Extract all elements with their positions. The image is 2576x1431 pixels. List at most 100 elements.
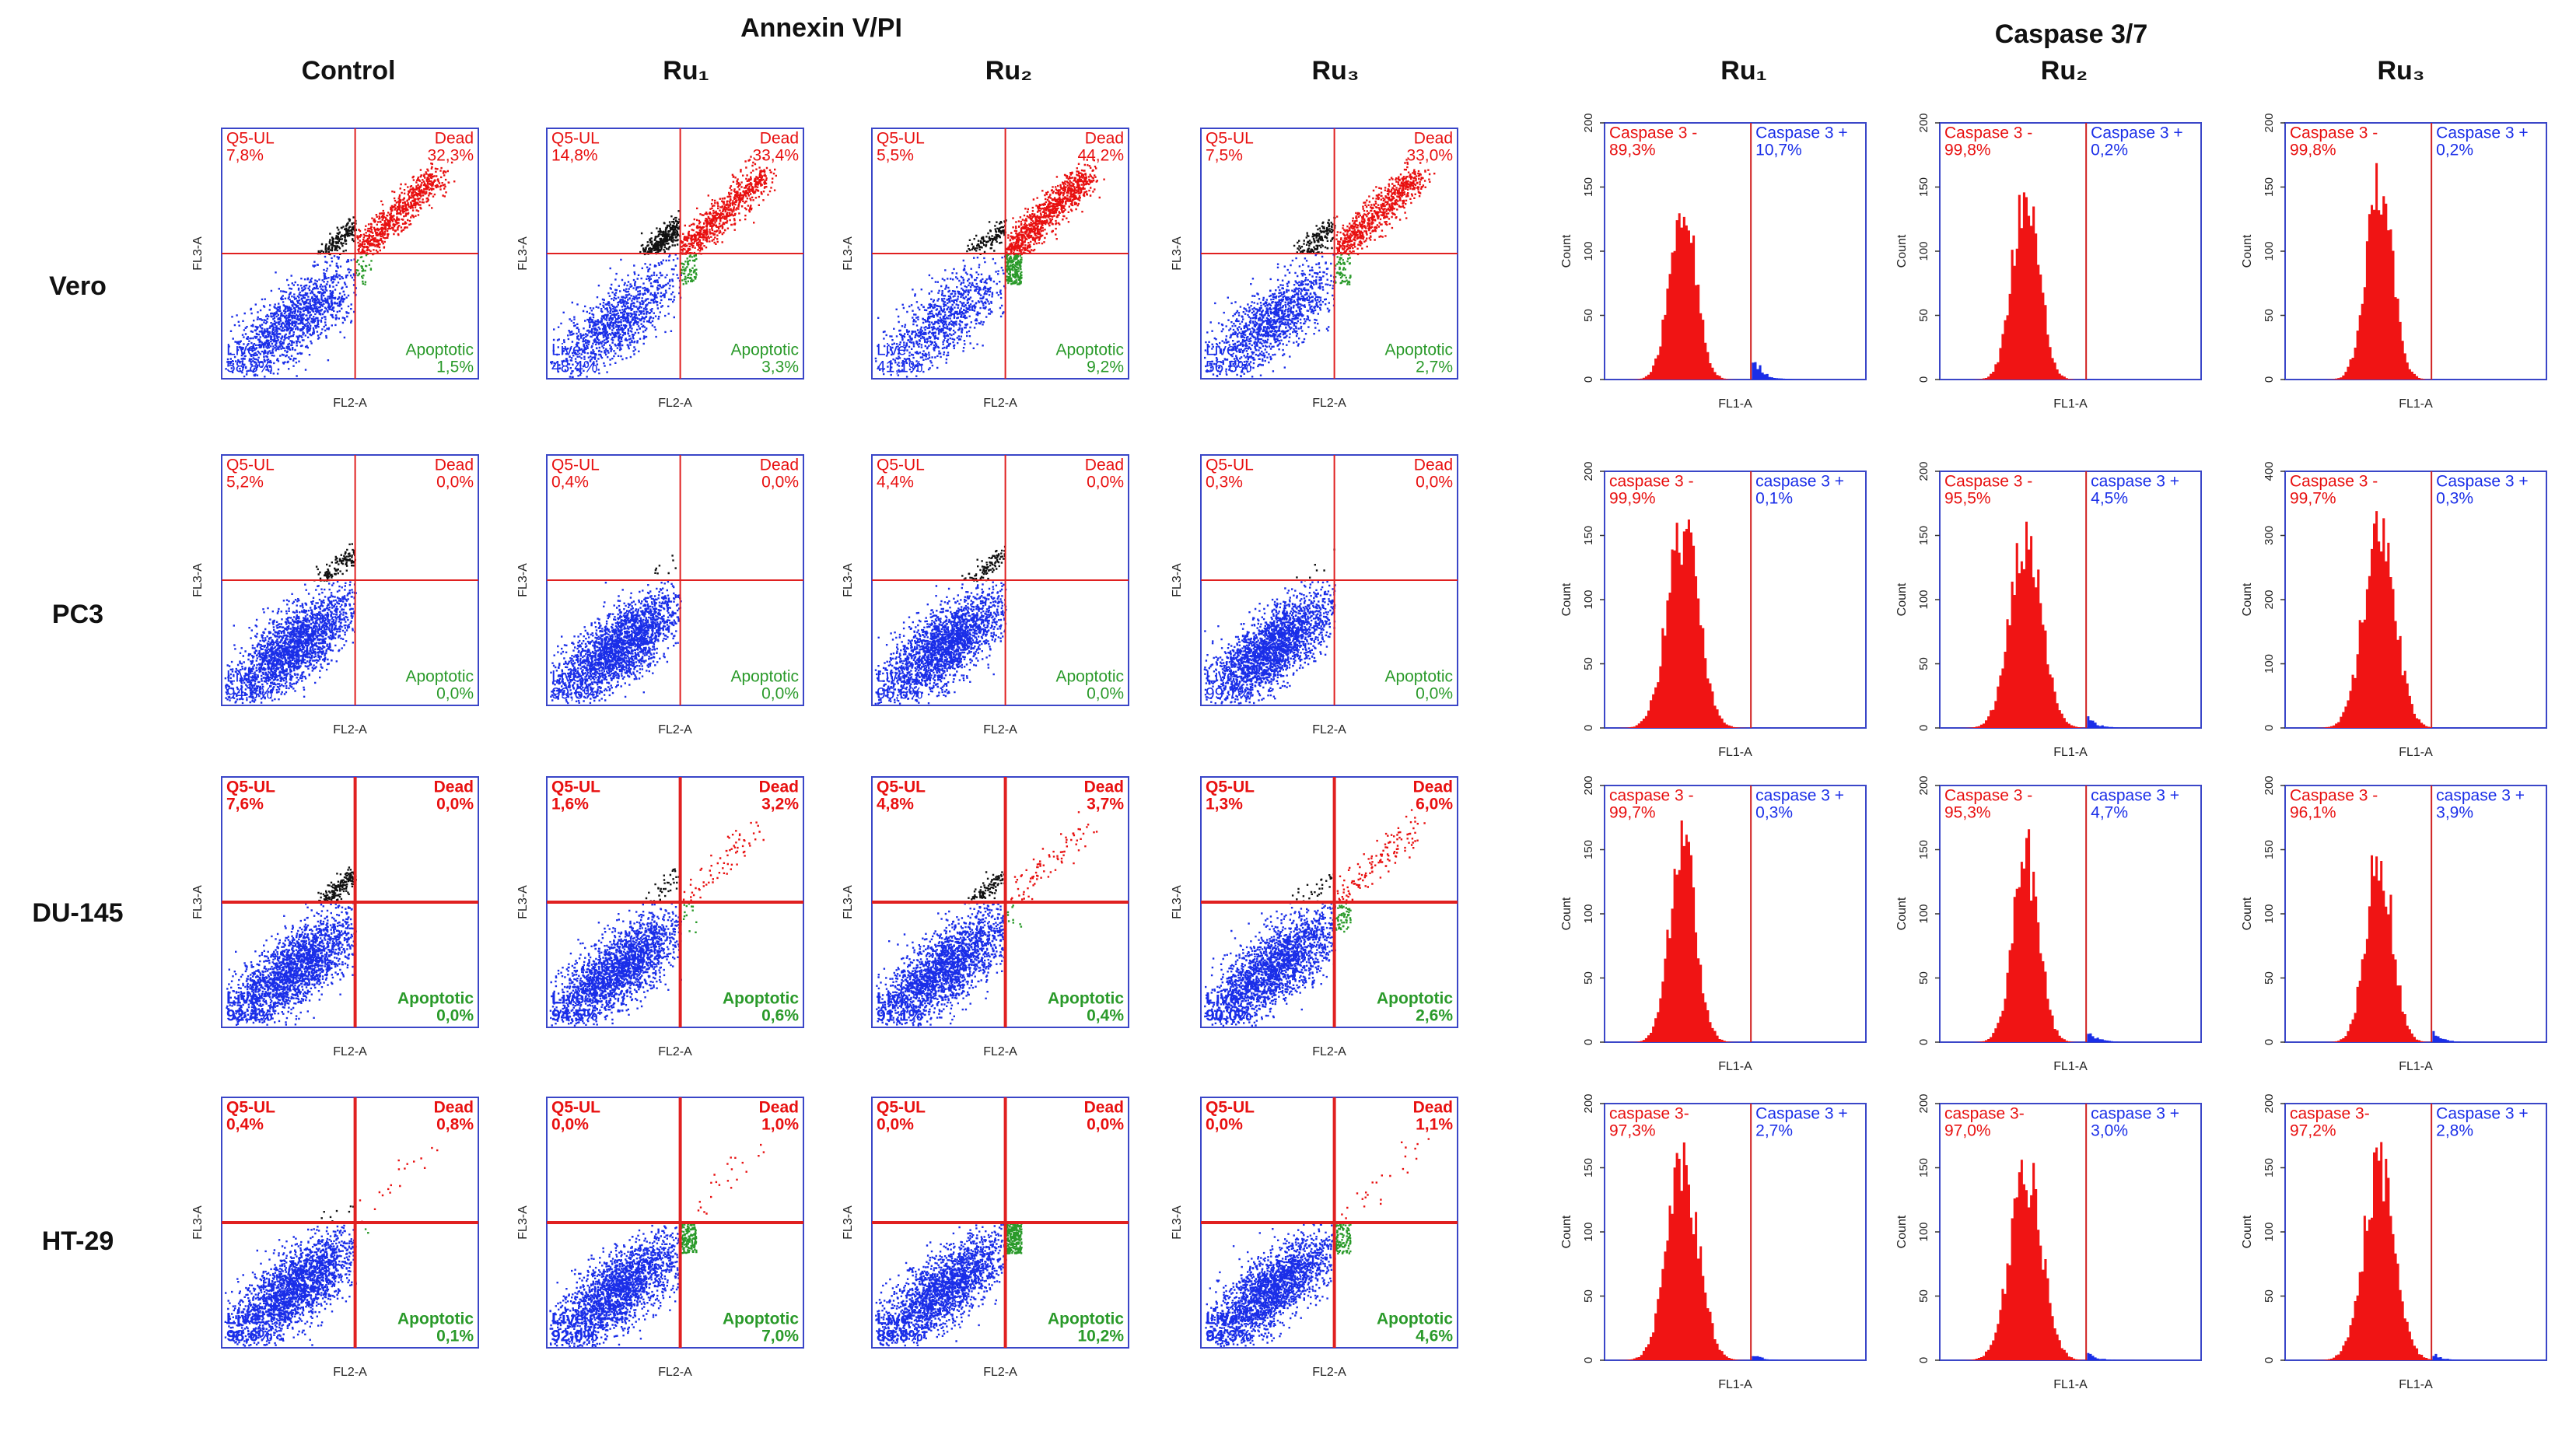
quadrant-label: Apoptotic (405, 341, 474, 359)
y-axis-label: FL3-A (842, 563, 855, 597)
y-tick-label: 100 (1582, 1222, 1595, 1241)
y-tick-label: 150 (2263, 1158, 2276, 1177)
y-axis-label: FL3-A (191, 236, 205, 271)
event-dots (550, 254, 682, 378)
quadrant-label: Live (551, 990, 584, 1008)
x-axis-label: FL2-A (983, 397, 1017, 410)
event-dots (682, 821, 765, 904)
gate-percent: 97,3% (1609, 1122, 1656, 1140)
x-axis-label: FL1-A (2053, 746, 2088, 759)
gate-percent: 0,2% (2436, 142, 2473, 159)
gate-label: Caspase 3 - (1944, 473, 2032, 491)
event-dots (364, 1228, 369, 1234)
y-axis-label: FL3-A (516, 236, 530, 271)
quadrant-percent: 3,7% (1087, 796, 1124, 813)
x-axis-label: FL1-A (1718, 1060, 1752, 1073)
quadrant-percent: 2,6% (1416, 1007, 1453, 1025)
quadrant-label: Dead (759, 1099, 799, 1117)
y-axis-label: Count (1560, 583, 1573, 616)
quadrant-label: Live (877, 341, 907, 359)
event-dots (317, 866, 357, 904)
quadrant-label: Q5-UL (226, 457, 275, 474)
y-tick-label: 200 (1582, 1093, 1595, 1113)
y-tick-label: 50 (1582, 657, 1595, 670)
quadrant-percent: 90,0% (1206, 1007, 1252, 1025)
quadrant-percent: 1,6% (551, 796, 589, 813)
event-dots (639, 210, 681, 256)
plot-frame (2284, 122, 2547, 380)
gate-label: caspase 3 + (2091, 1105, 2179, 1123)
quadrant-label: Live (226, 990, 259, 1008)
y-tick-label: 150 (2263, 840, 2276, 859)
event-dots (645, 868, 680, 903)
quadrant-label: Dead (1084, 1099, 1124, 1117)
gate-label: caspase 3 - (1609, 473, 1694, 491)
gate-percent: 99,7% (2290, 490, 2336, 508)
quadrant-percent: 0,4% (226, 1116, 264, 1134)
y-tick-label: 200 (1917, 1093, 1930, 1113)
y-axis-label: FL3-A (1171, 885, 1184, 919)
column-label: Ru₁ (1720, 56, 1766, 86)
x-axis-label: FL2-A (333, 397, 367, 410)
plot-frame (1939, 471, 2202, 729)
quadrant-percent: 0,0% (761, 685, 799, 703)
x-axis-label: FL2-A (333, 723, 367, 736)
event-dots (1006, 904, 1023, 928)
quadrant-label: Dead (760, 130, 799, 148)
y-tick-label: 50 (1582, 1289, 1595, 1303)
quadrant-percent: 0,0% (436, 796, 474, 813)
x-axis-label: FL2-A (658, 397, 692, 410)
event-dots (313, 543, 356, 582)
event-dots (355, 254, 373, 285)
quadrant-percent: 7,6% (226, 796, 264, 813)
row-label: Vero (49, 271, 107, 301)
histogram-positive (2087, 716, 2201, 728)
quadrant-percent: 44,2% (1077, 147, 1124, 165)
gate-percent: 4,7% (2091, 804, 2128, 822)
y-axis-label: Count (1895, 583, 1909, 616)
y-tick-label: 200 (2263, 590, 2276, 609)
quadrant-percent: 1,3% (1206, 796, 1243, 813)
quadrant-percent: 0,0% (1087, 1116, 1124, 1134)
event-dots (682, 902, 698, 933)
scatter-panel: Q5-UL7,6%Dead0,0%Live92,4%Apoptotic0,0%F… (191, 776, 479, 1058)
quadrant-label: Apoptotic (730, 341, 799, 359)
scatter-panel: Q5-UL0,0%Dead0,0%Live89,8%Apoptotic10,2%… (842, 1097, 1129, 1379)
y-tick-label: 0 (1917, 1357, 1930, 1363)
event-dots (697, 1143, 765, 1215)
gate-percent: 97,2% (2290, 1122, 2336, 1140)
y-tick-label: 50 (1917, 309, 1930, 322)
y-tick-label: 100 (2263, 654, 2276, 674)
gate-percent: 2,7% (1755, 1122, 1793, 1140)
gate-label: Caspase 3 - (1944, 124, 2032, 142)
gate-label: caspase 3- (2290, 1105, 2370, 1123)
event-dots (654, 555, 677, 575)
quadrant-label: Live (551, 341, 582, 359)
event-dots (1335, 1223, 1352, 1254)
y-tick-label: 200 (1582, 113, 1595, 132)
event-dots (966, 219, 1007, 255)
y-axis-label: FL3-A (842, 1205, 855, 1240)
quadrant-label: Live (551, 1310, 584, 1328)
y-tick-label: 0 (1582, 725, 1595, 731)
y-axis-label: FL3-A (1171, 236, 1184, 271)
quadrant-label: Dead (435, 457, 474, 474)
quadrant-percent: 94,8% (226, 685, 273, 703)
y-axis-label: Count (2241, 897, 2254, 930)
quadrant-label: Q5-UL (1206, 1099, 1255, 1117)
histogram-positive (2087, 1352, 2201, 1360)
quadrant-percent: 41,1% (877, 359, 923, 376)
x-axis-label: FL1-A (2053, 1060, 2088, 1073)
quadrant-percent: 0,0% (1206, 1116, 1243, 1134)
histogram-panel: 0 50 100 150 200 caspase 3-97,3% Caspase 3 +2,… (1560, 1093, 1867, 1391)
y-axis-label: Count (1560, 234, 1573, 268)
y-tick-label: 50 (1582, 971, 1595, 985)
x-axis-label: FL1-A (1718, 746, 1752, 759)
plot-frame (2284, 1103, 2547, 1361)
quadrant-label: Dead (434, 778, 474, 796)
histogram-panel: 0 100 200 300 400 Caspase 3 -99,7% Caspase 3 +… (2241, 461, 2547, 759)
y-axis-label: FL3-A (842, 885, 855, 919)
